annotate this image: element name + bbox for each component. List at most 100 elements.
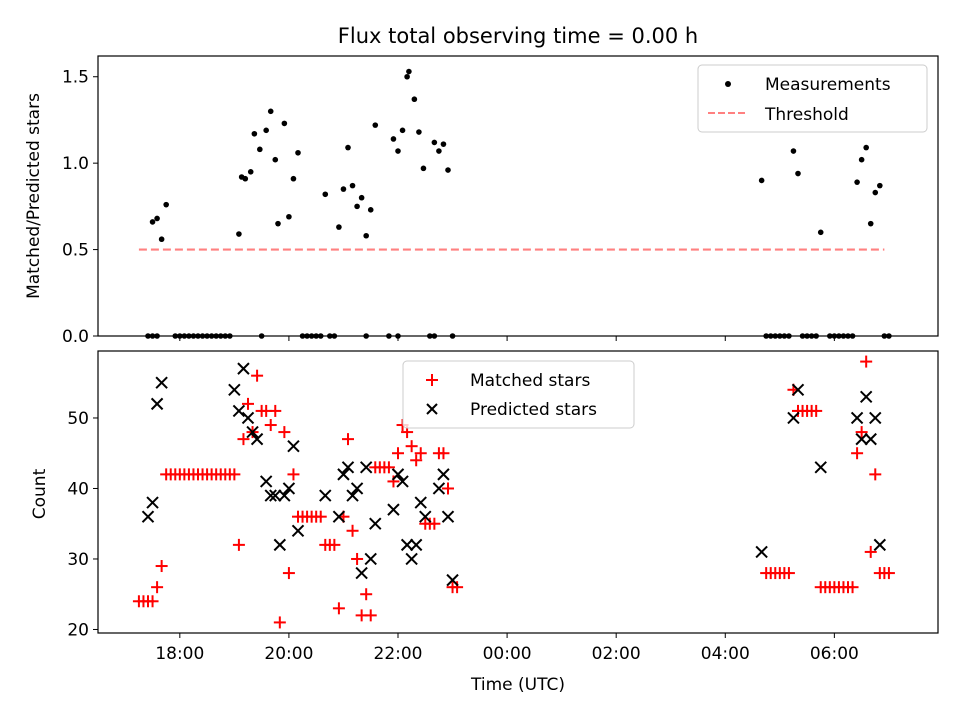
matched-star-point: [855, 426, 868, 439]
top-legend-box: [697, 64, 928, 133]
predicted-star-stroke-b: [228, 383, 241, 396]
measurement-point: [817, 229, 824, 236]
measurement-point: [336, 224, 342, 230]
measurement-point: [322, 191, 329, 198]
predicted-star-stroke-b: [814, 461, 827, 474]
y-tick-label: 0.5: [62, 241, 89, 261]
top-panel: 0.0 0.5 1.0 1.5 Matched/Predicted stars Mea…: [24, 55, 939, 347]
predicted-star-point: [400, 538, 414, 552]
measurement-point: [281, 120, 288, 127]
predicted-star-point: [141, 510, 155, 523]
predicted-star-stroke-b: [755, 545, 768, 559]
measurement-point: [854, 179, 860, 185]
predicted-star-stroke-b: [441, 510, 455, 523]
measurement-point: [275, 220, 281, 227]
predicted-star-point: [346, 489, 359, 502]
predicted-star-point: [364, 552, 377, 566]
predicted-star-point: [237, 362, 250, 375]
predicted-star-stroke-b: [396, 475, 409, 488]
matched-star-point: [364, 609, 377, 622]
predicted-star-point: [814, 461, 827, 474]
x-tick-label: 06:00: [810, 644, 859, 664]
measurement-point: [257, 146, 263, 153]
predicted-star-point: [369, 517, 382, 530]
bottom-legend: Matched stars Predicted stars: [402, 360, 635, 429]
predicted-star-stroke-b: [419, 510, 432, 523]
y-tick-label: 30: [67, 550, 89, 570]
measurement-point: [872, 189, 879, 196]
measurement-point: [390, 136, 397, 142]
measurement-point: [790, 148, 797, 154]
measurement-point: [445, 167, 451, 173]
predicted-star-stroke-b: [350, 482, 364, 495]
predicted-star-stroke-b: [319, 489, 332, 502]
predicted-star-point: [859, 390, 873, 404]
predicted-star-stroke-b: [346, 489, 359, 502]
matched-star-point: [437, 447, 450, 460]
matched-star-point: [228, 468, 241, 481]
matched-star-point: [269, 404, 282, 417]
matched-star-point: [151, 581, 164, 594]
predicted-star-point: [355, 566, 368, 580]
matched-star-point: [414, 447, 427, 460]
predicted-star-point: [282, 482, 296, 495]
predicted-star-point: [246, 425, 259, 439]
matched-star-point: [405, 440, 418, 453]
predicted-star-stroke-b: [391, 468, 405, 481]
predicted-star-point: [350, 482, 364, 495]
predicted-star-point: [791, 383, 805, 396]
predicted-star-stroke-b: [264, 489, 277, 502]
bottom-legend-box: [402, 360, 635, 429]
predicted-star-point: [850, 411, 864, 425]
predicted-star-point: [869, 411, 882, 425]
matched-star-point: [273, 616, 286, 629]
matched-star-point: [251, 369, 264, 382]
x-tick-label: 00:00: [483, 644, 532, 664]
x-tick-label: 02:00: [592, 644, 641, 664]
predicted-star-point: [409, 538, 423, 552]
bottom-y-ticks: 20 30 40 50: [67, 409, 98, 640]
matched-star-point: [332, 602, 345, 615]
matched-star-point: [382, 461, 395, 474]
predicted-star-point: [405, 552, 418, 566]
predicted-star-stroke-b: [364, 552, 377, 566]
predicted-star-point: [419, 510, 432, 523]
measurement-point: [345, 144, 351, 151]
predicted-star-stroke-b: [250, 432, 264, 446]
bottom-panel: 20 30 40 50 18:00 20:00 22:00 00:00 02:00 04:00 0…: [30, 350, 939, 664]
measurement-point: [236, 231, 242, 237]
predicted-star-stroke-b: [278, 489, 291, 502]
predicted-star-point: [228, 383, 241, 396]
measurement-point: [395, 148, 401, 154]
predicted-star-stroke-b: [859, 390, 873, 404]
measurement-point: [158, 236, 165, 243]
bottom-y-axis-label: Count: [30, 468, 50, 519]
predicted-star-stroke-b: [146, 496, 159, 509]
measurement-point: [163, 201, 169, 208]
predicted-star-point: [441, 510, 455, 523]
predicted-star-point: [337, 468, 350, 481]
predicted-star-point: [359, 461, 373, 474]
legend-threshold-label: Threshold: [764, 105, 849, 125]
predicted-star-stroke-b: [387, 503, 400, 516]
matched-star-point: [237, 433, 250, 446]
predicted-star-stroke-b: [246, 425, 259, 439]
matched-star-point: [442, 482, 454, 495]
predicted-star-point: [446, 573, 459, 587]
predicted-star-point: [396, 475, 409, 488]
predicted-star-point: [241, 411, 255, 425]
matched-star-point: [242, 397, 254, 410]
top-panel-frame: [97, 55, 939, 337]
predicted-star-stroke-b: [332, 510, 346, 523]
measurement-point: [354, 203, 360, 210]
matched-star-point: [346, 524, 359, 537]
measurement-point: [406, 68, 412, 75]
predicted-star-point: [264, 489, 277, 502]
predicted-star-stroke-b: [241, 411, 255, 425]
predicted-star-stroke-b: [150, 397, 164, 411]
matched-star-point: [864, 545, 877, 558]
matched-star-point: [451, 581, 464, 594]
measurement-point: [154, 215, 160, 222]
legend-measurements-marker: [725, 81, 731, 87]
